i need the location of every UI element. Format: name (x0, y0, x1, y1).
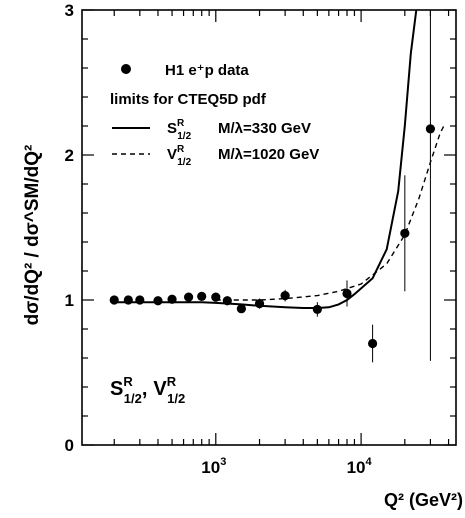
legend-v-text: M/λ=1020 GeV (218, 146, 319, 163)
data-point (342, 288, 352, 299)
data-point (135, 295, 145, 305)
y-tick-label: 2 (65, 146, 74, 165)
data-point (167, 294, 177, 304)
legend-heading: limits for CTEQ5D pdf (110, 91, 267, 108)
legend-v-symbol: VR 1/2 (167, 144, 192, 168)
data-point (211, 292, 221, 302)
plot-frame (81, 9, 457, 446)
legend-data-marker (121, 64, 131, 74)
y-tick-label: 3 (65, 1, 74, 20)
curve-s-half (114, 9, 418, 309)
data-point (254, 299, 265, 309)
y-tick-label: 1 (65, 291, 74, 310)
x-tick-label: 103 (201, 456, 226, 477)
data-point (312, 304, 322, 315)
data-point (222, 296, 232, 306)
x-ticks: 103 104 (113, 10, 450, 477)
data-point (123, 295, 133, 305)
legend-s-text: M/λ=330 GeV (218, 120, 311, 137)
y-tick-label: 0 (65, 436, 74, 455)
model-annotation: SR 1/2, VR 1/2 (110, 374, 185, 406)
legend-s-symbol: SR 1/2 (167, 118, 192, 142)
legend: H1 e⁺p data limits for CTEQ5D pdf SR 1/2 … (110, 62, 319, 168)
x-axis-label: Q² (GeV²) (384, 490, 463, 510)
y-axis-label: dσ/dQ² / dσ^SM/dQ² (22, 145, 43, 326)
data-points (109, 10, 436, 363)
data-point (153, 296, 163, 306)
data-point (400, 228, 410, 238)
data-point (197, 291, 207, 301)
data-point (280, 291, 290, 301)
y-ticks: 0 1 2 3 (65, 1, 456, 455)
data-point (236, 304, 246, 314)
data-point (367, 338, 378, 349)
data-point (184, 292, 194, 302)
x-tick-label: 104 (347, 456, 373, 477)
curve-v-half (215, 122, 446, 301)
legend-data-label: H1 e⁺p data (165, 62, 249, 79)
data-point (425, 124, 436, 134)
data-point (109, 295, 119, 305)
